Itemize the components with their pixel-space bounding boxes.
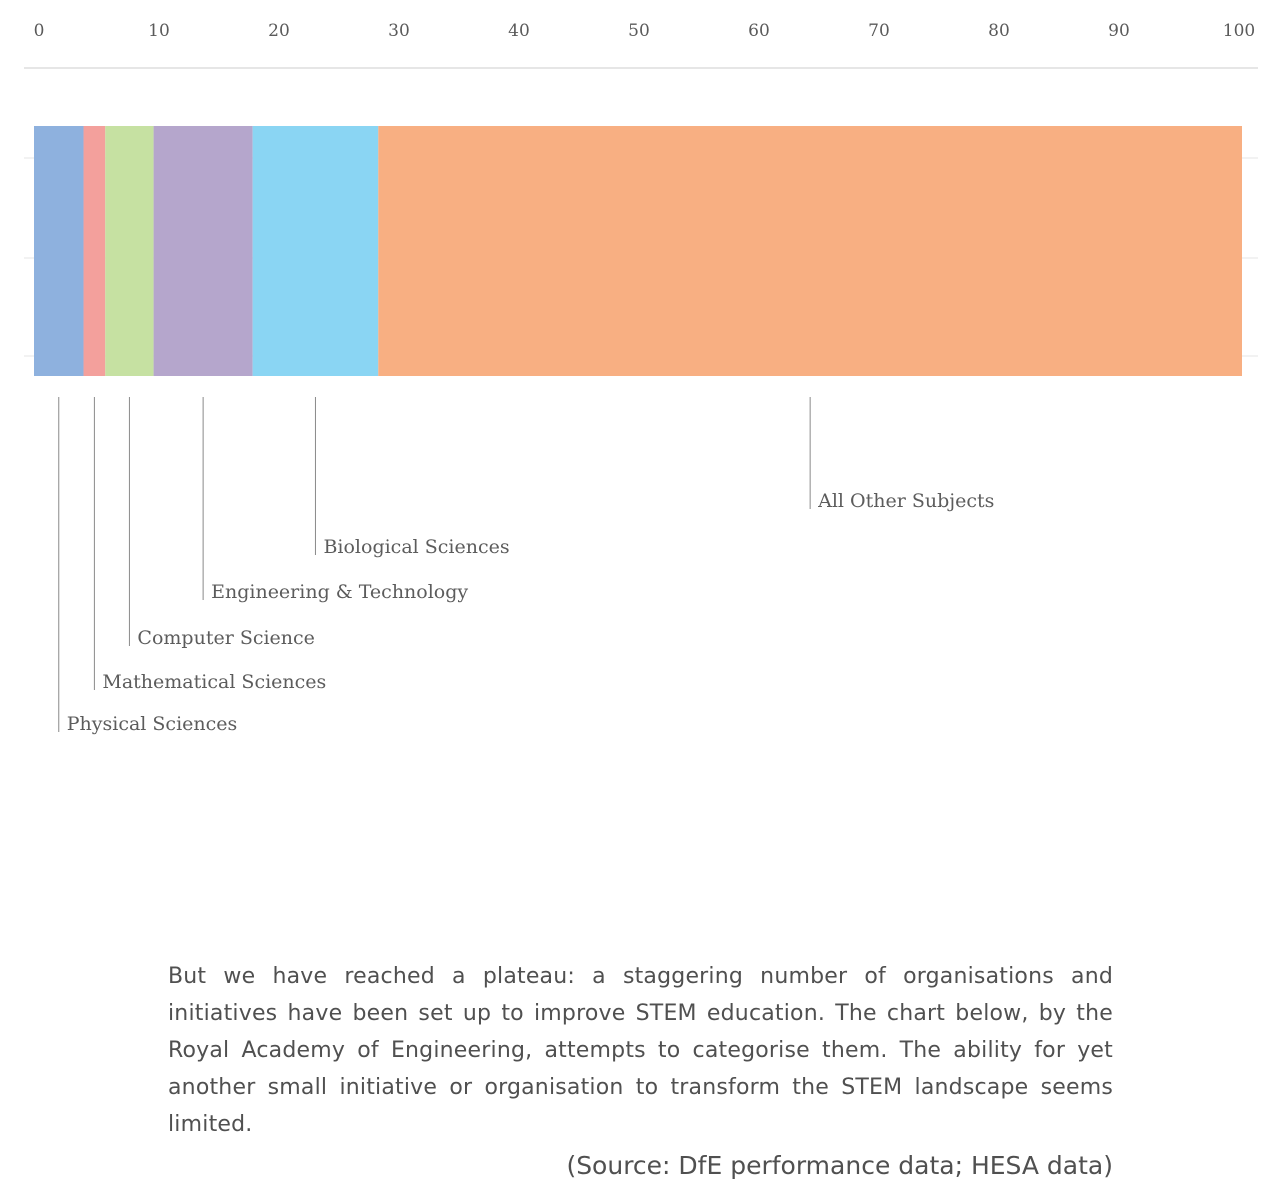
- source-note: (Source: DfE performance data; HESA data…: [566, 1151, 1113, 1180]
- segment-label: Computer Science: [137, 627, 315, 649]
- x-tick-label: 90: [1108, 21, 1130, 41]
- article-paragraph: But we have reached a plateau: a stagger…: [168, 964, 1113, 1137]
- x-tick-label: 0: [34, 21, 45, 41]
- segment-label: Biological Sciences: [323, 536, 509, 558]
- x-tick-label: 60: [748, 21, 770, 41]
- segment-label: Mathematical Sciences: [102, 671, 326, 693]
- bar-segment: [153, 126, 253, 376]
- stacked-bar-chart: 0 10 20 30 40 50 60 70 80 90 100 Physical Sciences…: [24, 21, 1258, 735]
- segment-labels: Physical Sciences Mathematical Sciences Co…: [58, 397, 994, 735]
- x-tick-label: 50: [628, 21, 650, 41]
- segment-label: All Other Subjects: [817, 490, 994, 512]
- bar-segment: [105, 126, 154, 376]
- segment-label: Physical Sciences: [67, 713, 238, 735]
- bar-segment: [378, 126, 1242, 376]
- bar-segments: [34, 126, 1242, 376]
- x-tick-label: 80: [988, 21, 1010, 41]
- x-tick-label: 100: [1223, 21, 1255, 41]
- bar-segment: [34, 126, 84, 376]
- x-axis-ticks: 0 10 20 30 40 50 60 70 80 90 100: [34, 21, 1256, 41]
- x-tick-label: 40: [508, 21, 530, 41]
- bar-segment: [83, 126, 106, 376]
- bar-segment: [252, 126, 379, 376]
- x-tick-label: 30: [388, 21, 410, 41]
- x-tick-label: 20: [268, 21, 290, 41]
- x-tick-label: 70: [868, 21, 890, 41]
- x-tick-label: 10: [148, 21, 170, 41]
- segment-label: Engineering & Technology: [211, 581, 468, 603]
